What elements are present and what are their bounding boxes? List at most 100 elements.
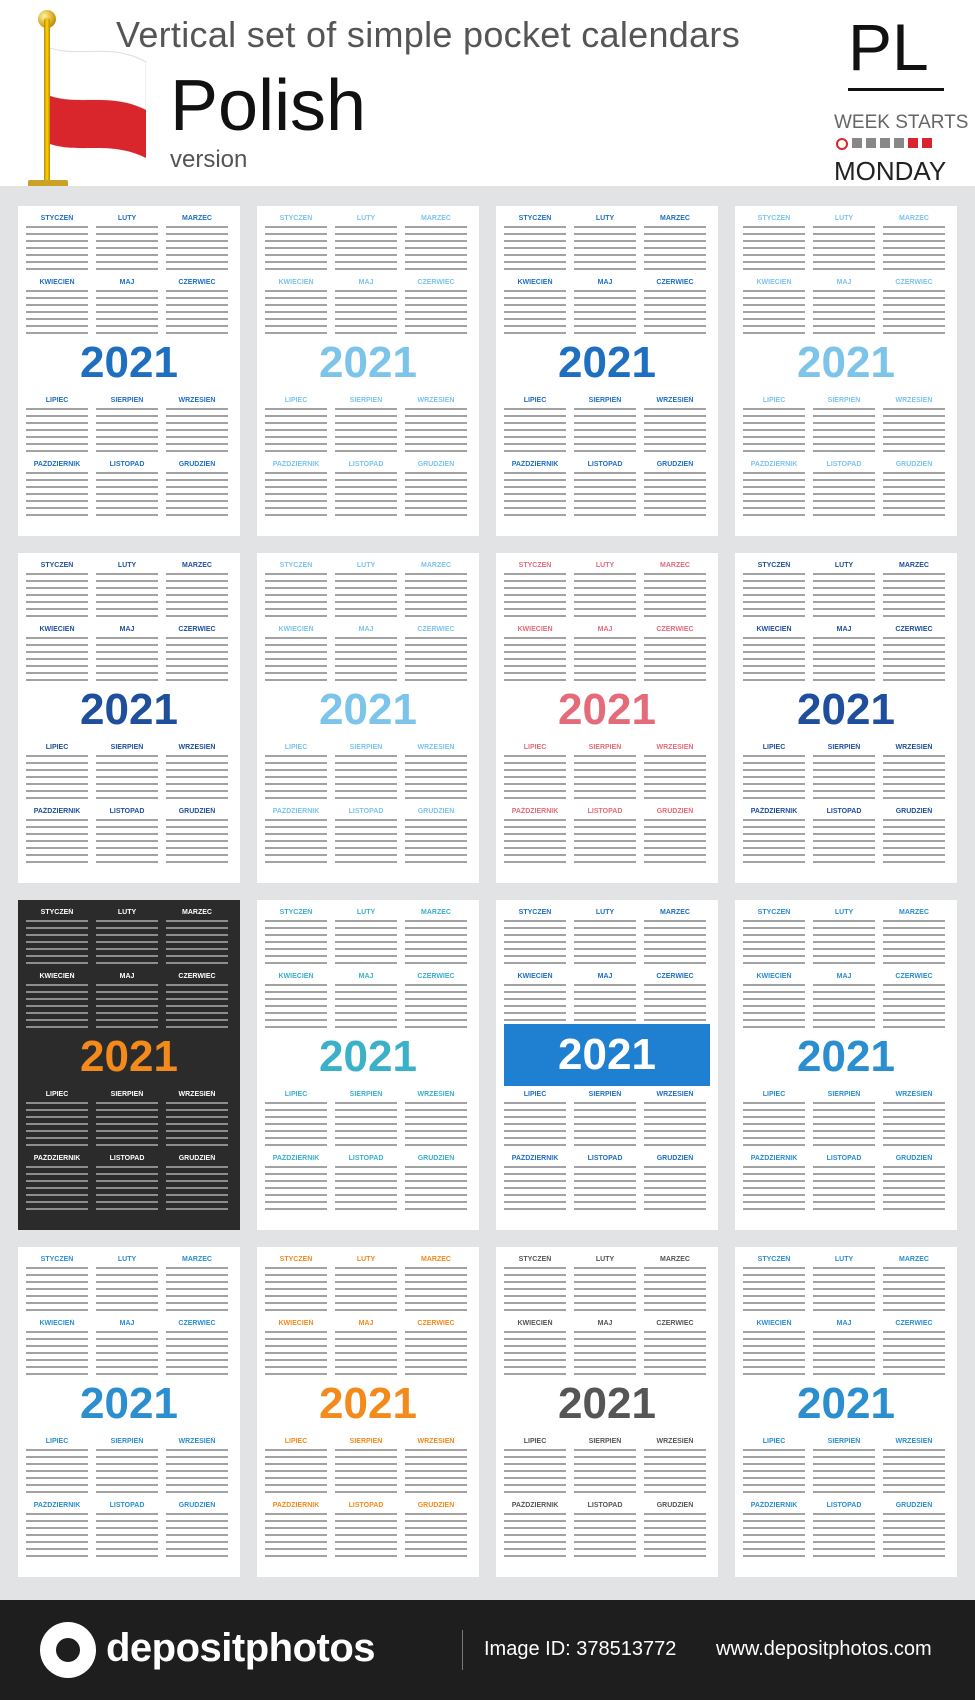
month-days xyxy=(166,1449,228,1495)
month-days xyxy=(574,1331,636,1377)
month-days xyxy=(504,755,566,801)
month-block: WRZESIEŃ xyxy=(166,396,228,460)
month-block: CZERWIEC xyxy=(883,625,945,689)
month-block: STYCZEŃ xyxy=(743,1255,805,1319)
month-block: KWIECIEŃ xyxy=(265,278,327,342)
month-label: LUTY xyxy=(595,909,615,916)
month-days xyxy=(504,1449,566,1495)
month-label: STYCZEŃ xyxy=(279,909,313,916)
month-label: WRZESIEŃ xyxy=(417,1438,455,1445)
month-block: MARZEC xyxy=(644,214,706,278)
month-days xyxy=(504,1331,566,1377)
month-days xyxy=(644,1102,706,1148)
month-block: PAŹDZIERNIK xyxy=(743,1154,805,1218)
month-block: CZERWIEC xyxy=(644,972,706,1036)
month-label: KWIECIEŃ xyxy=(517,973,553,980)
month-days xyxy=(166,819,228,865)
month-label: CZERWIEC xyxy=(417,973,455,980)
month-days xyxy=(504,226,566,272)
month-label: WRZESIEŃ xyxy=(895,1091,933,1098)
month-label: LISTOPAD xyxy=(109,1155,145,1162)
month-days xyxy=(405,573,467,619)
month-label: MARZEC xyxy=(660,215,690,222)
month-days xyxy=(96,1331,158,1377)
month-label: STYCZEŃ xyxy=(757,909,791,916)
month-label: WRZESIEŃ xyxy=(656,397,694,404)
month-label: PAŹDZIERNIK xyxy=(33,1155,81,1162)
month-block: WRZESIEŃ xyxy=(644,1090,706,1154)
month-label: SIERPIEŃ xyxy=(588,744,622,751)
month-label: LIPIEC xyxy=(762,1091,786,1098)
month-days xyxy=(166,1102,228,1148)
month-days xyxy=(335,819,397,865)
month-days xyxy=(166,290,228,336)
month-label: SIERPIEŃ xyxy=(349,744,383,751)
month-days xyxy=(574,226,636,272)
month-label: MAJ xyxy=(119,973,135,980)
month-days xyxy=(504,1102,566,1148)
month-days xyxy=(743,1331,805,1377)
month-days xyxy=(574,472,636,518)
month-days xyxy=(96,472,158,518)
month-days xyxy=(265,290,327,336)
month-block: PAŹDZIERNIK xyxy=(743,807,805,871)
month-block: KWIECIEŃ xyxy=(743,1319,805,1383)
month-block: KWIECIEŃ xyxy=(265,625,327,689)
month-days xyxy=(883,984,945,1030)
month-block: WRZESIEŃ xyxy=(644,396,706,460)
month-block: LISTOPAD xyxy=(335,1501,397,1565)
month-block: GRUDZIEŃ xyxy=(644,460,706,524)
month-label: CZERWIEC xyxy=(417,626,455,633)
month-days xyxy=(26,290,88,336)
month-block: WRZESIEŃ xyxy=(166,743,228,807)
month-label: CZERWIEC xyxy=(178,626,216,633)
month-block: STYCZEŃ xyxy=(265,561,327,625)
month-block: MARZEC xyxy=(166,561,228,625)
month-label: STYCZEŃ xyxy=(40,1256,74,1263)
month-label: MARZEC xyxy=(182,1256,212,1263)
month-block: KWIECIEŃ xyxy=(26,1319,88,1383)
month-label: KWIECIEŃ xyxy=(278,279,314,286)
month-label: MARZEC xyxy=(660,1256,690,1263)
month-label: LUTY xyxy=(356,909,376,916)
month-days xyxy=(644,1513,706,1559)
month-block: MAJ xyxy=(96,972,158,1036)
month-label: MARZEC xyxy=(421,1256,451,1263)
month-block: SIERPIEŃ xyxy=(574,1437,636,1501)
month-label: PAŹDZIERNIK xyxy=(272,1502,320,1509)
month-block: LISTOPAD xyxy=(813,1501,875,1565)
month-block: SIERPIEŃ xyxy=(574,743,636,807)
month-label: LUTY xyxy=(834,1256,854,1263)
month-label: KWIECIEŃ xyxy=(39,973,75,980)
month-label: GRUDZIEŃ xyxy=(895,1155,933,1162)
month-block: GRUDZIEŃ xyxy=(166,1501,228,1565)
language-name: Polish xyxy=(170,66,367,146)
month-block: LUTY xyxy=(574,908,636,972)
month-days xyxy=(574,637,636,683)
month-block: WRZESIEŃ xyxy=(166,1437,228,1501)
month-days xyxy=(644,637,706,683)
month-block: KWIECIEŃ xyxy=(743,972,805,1036)
month-days xyxy=(335,1267,397,1313)
month-label: CZERWIEC xyxy=(178,279,216,286)
month-days xyxy=(644,984,706,1030)
month-days xyxy=(504,984,566,1030)
month-days xyxy=(644,920,706,966)
month-label: PAŹDZIERNIK xyxy=(272,1155,320,1162)
month-block: PAŹDZIERNIK xyxy=(26,1501,88,1565)
day-dot xyxy=(880,138,890,148)
month-days xyxy=(743,637,805,683)
month-days xyxy=(883,573,945,619)
month-label: CZERWIEC xyxy=(656,1320,694,1327)
month-days xyxy=(574,984,636,1030)
year-label: 2021 xyxy=(558,1379,656,1428)
month-days xyxy=(265,573,327,619)
month-days xyxy=(26,1513,88,1559)
month-days xyxy=(265,226,327,272)
month-block: GRUDZIEŃ xyxy=(883,1501,945,1565)
calendar-card: STYCZEŃ LUTY MARZEC KWIECIEŃ MAJ CZERWIEC LIPI… xyxy=(257,900,479,1230)
flag-pole-base xyxy=(28,180,68,188)
month-block: CZERWIEC xyxy=(883,278,945,342)
month-block: SIERPIEŃ xyxy=(335,743,397,807)
month-days xyxy=(743,408,805,454)
